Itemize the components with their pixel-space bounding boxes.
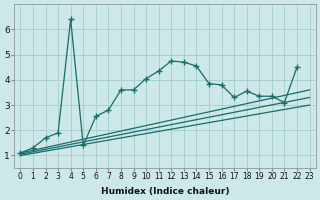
X-axis label: Humidex (Indice chaleur): Humidex (Indice chaleur): [101, 187, 229, 196]
